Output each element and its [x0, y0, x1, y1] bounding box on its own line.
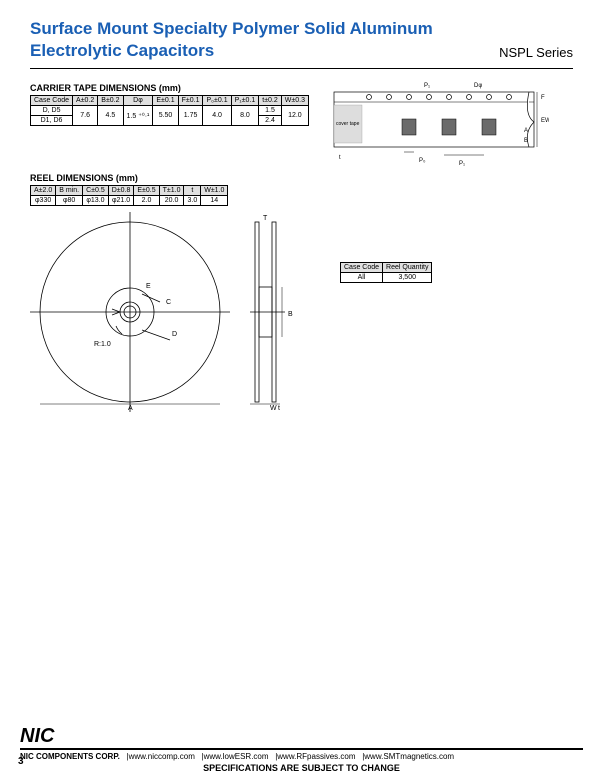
label-dphi: Dφ	[474, 83, 482, 89]
footer-link: www.SMTmagnetics.com	[364, 752, 454, 761]
cover-tape-label: cover tape	[336, 121, 360, 127]
th-b: B±0.2	[98, 96, 123, 106]
carrier-tape-title: CARRIER TAPE DIMENSIONS (mm)	[30, 83, 309, 93]
table-header-row: Case Code A±0.2 B±0.2 Dφ E±0.1 F±0.1 P₀±…	[31, 96, 309, 106]
carrier-tape-diagram: cover tape F E W A B t P₀ P₁ Dφ P₁	[329, 77, 549, 167]
rth-w: W±1.0	[201, 186, 228, 196]
th-a: A±0.2	[73, 96, 98, 106]
label-e: E	[146, 283, 151, 290]
td-p0: 4.0	[203, 106, 231, 126]
table-row: D, D5 7.6 4.5 1.5 ⁺⁰·¹ 5.50 1.75 4.0 8.0…	[31, 106, 309, 116]
rtd-c: φ13.0	[83, 196, 109, 206]
qtd-qty: 3,500	[383, 273, 432, 283]
rtd-tt: 3.0	[184, 196, 201, 206]
reel-diagram: E C D R:1.0 A T B W t	[30, 212, 310, 412]
label-t: t	[339, 155, 341, 161]
label-b2: B	[288, 311, 293, 318]
rtd-w: 14	[201, 196, 228, 206]
rth-tt: t	[184, 186, 201, 196]
qth-case: Case Code	[341, 263, 383, 273]
footer-link-row: NIC COMPONENTS CORP. |www.niccomp.com |w…	[20, 752, 583, 761]
footer-link: www.niccomp.com	[129, 752, 195, 761]
td-d: 1.5 ⁺⁰·¹	[123, 106, 153, 126]
td-a: 7.6	[73, 106, 98, 126]
title-line-1: Surface Mount Specialty Polymer Solid Al…	[30, 19, 433, 38]
td-e: 5.50	[153, 106, 178, 126]
table-row: φ330 φ80 φ13.0 φ21.0 2.0 20.0 3.0 14	[31, 196, 228, 206]
reel-table: A±2.0 B min. C±0.5 D±0.8 E±0.5 T±1.0 t W…	[30, 185, 228, 206]
label-a: A	[128, 405, 133, 412]
table-header-row: A±2.0 B min. C±0.5 D±0.8 E±0.5 T±1.0 t W…	[31, 186, 228, 196]
td-t2: 2.4	[259, 116, 282, 126]
label-r: R:1.0	[94, 341, 111, 348]
th-t: t±0.2	[259, 96, 282, 106]
company-name: NIC COMPONENTS CORP.	[20, 752, 120, 761]
label-p0: P₀	[419, 158, 426, 164]
doc-title: Surface Mount Specialty Polymer Solid Al…	[30, 18, 433, 62]
th-case: Case Code	[31, 96, 73, 106]
table-header-row: Case Code Reel Quantity	[341, 263, 432, 273]
label-t3: t	[278, 405, 280, 412]
label-p2: P₁	[424, 83, 430, 89]
rth-a: A±2.0	[31, 186, 56, 196]
td-w: 12.0	[281, 106, 308, 126]
header-rule	[30, 68, 573, 69]
nic-logo: NIC	[20, 725, 54, 748]
th-d: Dφ	[123, 96, 153, 106]
rth-b: B min.	[56, 186, 83, 196]
th-f: F±0.1	[178, 96, 203, 106]
th-w: W±0.3	[281, 96, 308, 106]
label-b: B	[524, 138, 528, 144]
rth-t: T±1.0	[159, 186, 184, 196]
table-row: All 3,500	[341, 273, 432, 283]
label-d: D	[172, 331, 177, 338]
rth-d: D±0.8	[108, 186, 134, 196]
label-f: F	[541, 95, 545, 101]
td-p1: 8.0	[231, 106, 259, 126]
label-c: C	[166, 299, 171, 306]
label-w: W	[545, 118, 549, 124]
td-t1: 1.5	[259, 106, 282, 116]
label-w2: W	[270, 405, 277, 412]
page-footer: NIC NIC COMPONENTS CORP. |www.niccomp.co…	[0, 725, 603, 773]
footer-link: www.lowESR.com	[204, 752, 269, 761]
qth-qty: Reel Quantity	[383, 263, 432, 273]
th-p1: P₁±0.1	[231, 96, 259, 106]
rtd-e: 2.0	[134, 196, 159, 206]
rtd-b: φ80	[56, 196, 83, 206]
title-line-2: Electrolytic Capacitors	[30, 41, 214, 60]
rtd-t: 20.0	[159, 196, 184, 206]
th-e: E±0.1	[153, 96, 178, 106]
rtd-a: φ330	[31, 196, 56, 206]
td-f: 1.75	[178, 106, 203, 126]
th-p0: P₀±0.1	[203, 96, 231, 106]
footer-link: www.RFpassives.com	[277, 752, 355, 761]
reel-quantity-table: Case Code Reel Quantity All 3,500	[340, 262, 432, 283]
content-area: CARRIER TAPE DIMENSIONS (mm) Case Code A…	[0, 77, 603, 412]
carrier-tape-table: Case Code A±0.2 B±0.2 Dφ E±0.1 F±0.1 P₀±…	[30, 95, 309, 126]
qtd-case: All	[341, 273, 383, 283]
rth-e: E±0.5	[134, 186, 159, 196]
series-label: NSPL Series	[499, 45, 573, 62]
reel-title: REEL DIMENSIONS (mm)	[30, 173, 573, 183]
spec-notice: SPECIFICATIONS ARE SUBJECT TO CHANGE	[20, 763, 583, 773]
label-p1: P₁	[459, 161, 465, 167]
td-case1: D, D5	[31, 106, 73, 116]
td-case2: D1, D6	[31, 116, 73, 126]
page-header: Surface Mount Specialty Polymer Solid Al…	[0, 0, 603, 66]
rth-c: C±0.5	[83, 186, 109, 196]
label-a: A	[524, 128, 528, 134]
label-t2: T	[263, 215, 268, 222]
td-b: 4.5	[98, 106, 123, 126]
rtd-d: φ21.0	[108, 196, 134, 206]
